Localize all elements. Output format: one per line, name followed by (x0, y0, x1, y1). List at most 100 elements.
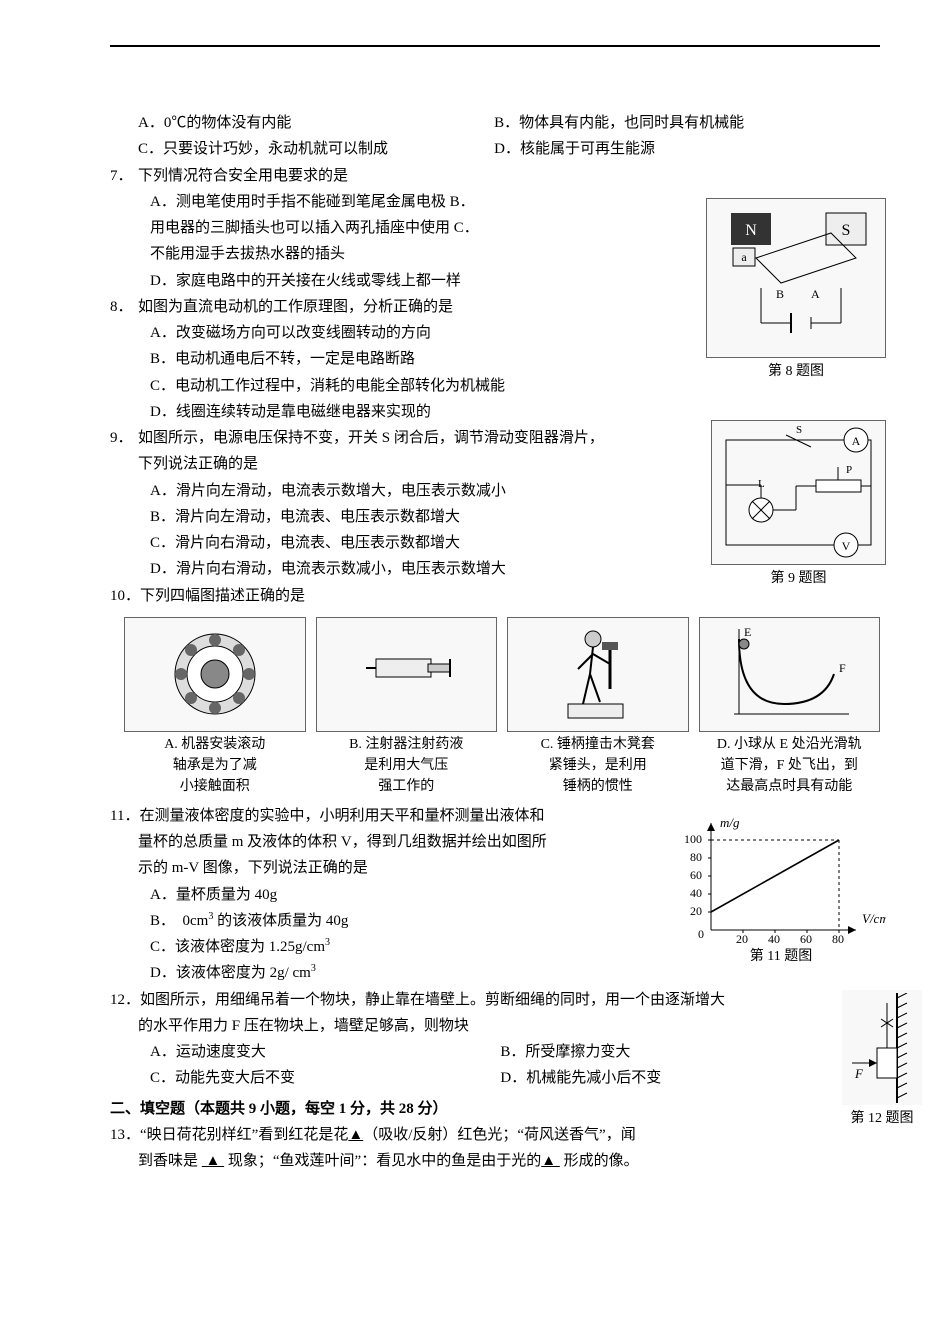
q12-opt-c: C．动能先变大后不变 (150, 1065, 500, 1091)
q12-opt-a: A．运动速度变大 (150, 1039, 500, 1065)
svg-text:0: 0 (698, 927, 704, 941)
svg-text:20: 20 (690, 904, 702, 918)
q10-panel-b: B. 注射器注射药液 是利用大气压 强工作的 (316, 617, 498, 797)
q10-d-l2: 道下滑，F 处飞出，到 (699, 755, 881, 776)
q13-p2: （吸收/反射）红色光；“荷风送香气”，闻 (363, 1127, 636, 1143)
q12-stem1: 如图所示，用细绳吊着一个物块，静止靠在墙壁上。剪断细绳的同时，用一个由逐渐增大 (140, 992, 725, 1008)
hammer-person-icon (548, 624, 648, 724)
q9-figure-caption: 第 9 题图 (711, 567, 886, 592)
q12-opt-d: D．机械能先减小后不变 (500, 1065, 850, 1091)
motor-diagram-icon: N S a B A (711, 203, 881, 353)
svg-text:80: 80 (832, 932, 844, 945)
q10-panels: A. 机器安装滚动 轴承是为了减 小接触面积 B. 注射器注射药液 是利用大气压… (124, 617, 880, 797)
q9-figure: A V P S L 第 9 题图 (711, 420, 886, 592)
q12-stem2: 的水平作用力 F 压在物块上，墙壁足够高，则物块 (110, 1013, 880, 1039)
q10-panel-d: E F D. 小球从 E 处沿光滑轨 道下滑，F 处飞出，到 达最高点时具有动能 (699, 617, 881, 797)
q13-l2b: 现象；“鱼戏莲叶间”：看见水中的鱼是由于光的 (224, 1153, 541, 1169)
svg-text:20: 20 (736, 932, 748, 945)
q11-b-pre: B． 0cm (150, 913, 208, 929)
svg-text:a: a (741, 250, 747, 264)
svg-text:100: 100 (684, 832, 702, 846)
svg-text:V/cm³: V/cm³ (862, 911, 886, 926)
page-top-rule (110, 45, 880, 47)
q11-number: 11． (110, 803, 139, 829)
q12-opts-row2: C．动能先变大后不变 D．机械能先减小后不变 (110, 1065, 880, 1091)
q12-figure-image: F (842, 990, 922, 1105)
q10-c-l1: C. 锤柄撞击木凳套 (507, 734, 689, 755)
q10-b-l1: B. 注射器注射药液 (316, 734, 498, 755)
q12-number: 12． (110, 987, 140, 1013)
q10-c-l2: 紧锤头，是利用 (507, 755, 689, 776)
q10-b-l2: 是利用大气压 (316, 755, 498, 776)
q10-d-l3: 达最高点时具有动能 (699, 776, 881, 797)
q10-panel-c: C. 锤柄撞击木凳套 紧锤头，是利用 锤柄的惯性 (507, 617, 689, 797)
q12-opt-b: B．所受摩擦力变大 (500, 1039, 850, 1065)
svg-text:F: F (854, 1066, 864, 1081)
q12-opts-row1: A．运动速度变大 B．所受摩擦力变大 (110, 1039, 880, 1065)
svg-text:V: V (842, 539, 851, 553)
q9-stem: 如图所示，电源电压保持不变，开关 S 闭合后，调节滑动变阻器滑片， (138, 430, 604, 446)
document-body: A．0℃的物体没有内能 B．物体具有内能，也同时具有机械能 C．只要设计巧妙，永… (110, 110, 880, 1174)
q6-opt-a: A．0℃的物体没有内能 (138, 110, 494, 136)
q12: 12．如图所示，用细绳吊着一个物块，静止靠在墙壁上。剪断细绳的同时，用一个由逐渐… (110, 987, 880, 1092)
ball-bearing-icon (170, 629, 260, 719)
q6-opt-d: D．核能属于可再生能源 (494, 136, 850, 162)
q11-c-pre: C．该液体密度为 1.25g/cm (150, 939, 325, 955)
svg-text:40: 40 (768, 932, 780, 945)
q13-blank-1 (348, 1127, 363, 1143)
q6-options: A．0℃的物体没有内能 B．物体具有内能，也同时具有机械能 C．只要设计巧妙，永… (110, 110, 880, 163)
section-2-title: 二、填空题（本题共 9 小题，每空 1 分，共 28 分） (110, 1096, 880, 1122)
q11-d-sup: 3 (311, 963, 316, 974)
q11-c-sup: 3 (325, 937, 330, 948)
q10-bearing-image (124, 617, 306, 732)
syringe-icon (356, 629, 456, 719)
q9-figure-image: A V P S L (711, 420, 886, 565)
q13-p1: “映日荷花别样红”看到红花是花 (140, 1127, 348, 1143)
q8-number: 8． (110, 294, 138, 320)
q10-panel-a: A. 机器安装滚动 轴承是为了减 小接触面积 (124, 617, 306, 797)
q13-l2a: 到香味是 (138, 1153, 202, 1169)
q13-number: 13． (110, 1122, 140, 1148)
svg-text:A: A (811, 287, 820, 301)
q11-figure: m/g V/cm³ 0 20 40 60 80 100 20 40 60 80 … (676, 815, 886, 970)
q10-d-l1: D. 小球从 E 处沿光滑轨 (699, 734, 881, 755)
q11-figure-image: m/g V/cm³ 0 20 40 60 80 100 20 40 60 80 (676, 815, 886, 945)
q11-figure-caption: 第 11 题图 (676, 945, 886, 970)
q10-number: 10． (110, 583, 140, 609)
q13-l2c: 形成的像。 (560, 1153, 639, 1169)
svg-text:F: F (839, 661, 846, 675)
q8-figure: N S a B A 第 8 题图 (706, 198, 886, 385)
svg-text:60: 60 (800, 932, 812, 945)
svg-text:N: N (745, 222, 757, 239)
q11-d-pre: D．该液体密度为 2g/ cm (150, 965, 311, 981)
q10-hammer-image (507, 617, 689, 732)
q11-stem1: 在测量液体密度的实验中，小明利用天平和量杯测量出液体和 (139, 808, 544, 824)
circuit-diagram-icon: A V P S L (716, 425, 881, 560)
svg-text:P: P (846, 464, 852, 476)
q8-figure-image: N S a B A (706, 198, 886, 358)
q10-syringe-image (316, 617, 498, 732)
q7-number: 7． (110, 163, 138, 189)
svg-text:40: 40 (690, 886, 702, 900)
svg-text:S: S (842, 222, 851, 239)
q8-stem: 如图为直流电动机的工作原理图，分析正确的是 (138, 299, 453, 315)
q9-number: 9． (110, 425, 138, 451)
svg-text:B: B (776, 287, 784, 301)
ball-track-icon: E F (724, 624, 854, 724)
q10-track-image: E F (699, 617, 881, 732)
wall-block-icon: F (847, 993, 917, 1103)
q6-opt-c: C．只要设计巧妙，永动机就可以制成 (138, 136, 494, 162)
q8-figure-caption: 第 8 题图 (706, 360, 886, 385)
q13-line2: 到香味是 ▲ 现象；“鱼戏莲叶间”：看见水中的鱼是由于光的▲ 形成的像。 (110, 1148, 880, 1174)
q10-a-l1: A. 机器安装滚动 (124, 734, 306, 755)
svg-text:S: S (796, 425, 802, 436)
svg-text:E: E (744, 625, 751, 639)
q12-figure-caption: 第 12 题图 (842, 1107, 922, 1132)
q13-blank-2: ▲ (202, 1153, 224, 1169)
q7-stem: 下列情况符合安全用电要求的是 (138, 168, 348, 184)
q13: 13．“映日荷花别样红”看到红花是花 （吸收/反射）红色光；“荷风送香气”，闻 到… (110, 1122, 880, 1175)
q10-stem: 下列四幅图描述正确的是 (140, 588, 305, 604)
q11-b-post: 的该液体质量为 40g (213, 913, 348, 929)
q10: 10．下列四幅图描述正确的是 A. 机器安装滚动 轴承是为了减 小接触面积 (110, 583, 880, 797)
svg-text:80: 80 (690, 850, 702, 864)
